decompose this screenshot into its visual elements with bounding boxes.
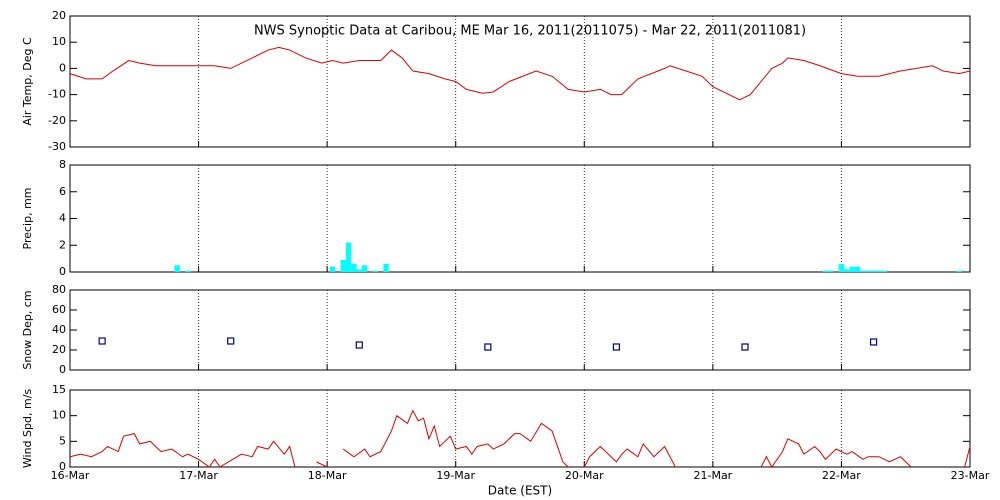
bar: [361, 265, 368, 272]
y-tick-label: -30: [48, 140, 66, 153]
x-tick-label: 19-Mar: [436, 469, 475, 482]
y-tick-label: 5: [59, 434, 66, 447]
bar: [185, 270, 191, 272]
y-tick-label: 2: [59, 238, 66, 251]
bar: [822, 270, 829, 272]
bar: [174, 265, 180, 272]
x-tick-label: 22-Mar: [822, 469, 861, 482]
y-tick-label: 80: [52, 283, 66, 296]
y-axis-label: Air Temp, Deg C: [21, 37, 34, 126]
chart-title: NWS Synoptic Data at Caribou, ME Mar 16,…: [254, 24, 806, 39]
y-tick-label: 4: [59, 212, 66, 225]
x-tick-label: 23-Mar: [951, 469, 990, 482]
marker: [355, 341, 363, 349]
y-tick-label: 8: [59, 158, 66, 171]
bar: [356, 269, 362, 272]
marker: [227, 337, 235, 345]
y-tick-label: -20: [48, 114, 66, 127]
bar: [329, 266, 336, 272]
bar: [860, 270, 866, 272]
y-tick-label: 60: [52, 303, 66, 316]
y-tick-label: 0: [59, 61, 66, 74]
bar: [372, 270, 379, 272]
x-tick-label: 17-Mar: [179, 469, 218, 482]
marker: [484, 343, 492, 351]
y-tick-label: 0: [59, 265, 66, 278]
y-tick-label: 6: [59, 185, 66, 198]
y-tick-label: 20: [52, 343, 66, 356]
bar: [838, 263, 845, 272]
data-line: [69, 46, 971, 101]
plot-frame: [69, 289, 971, 371]
y-axis-label: Snow Dep, cm: [21, 290, 34, 369]
plot-frame: [69, 389, 971, 468]
y-tick-label: 20: [52, 9, 66, 22]
x-tick-label: 18-Mar: [308, 469, 347, 482]
x-tick-label: 16-Mar: [51, 469, 90, 482]
y-tick-label: 40: [52, 323, 66, 336]
x-tick-label: 21-Mar: [693, 469, 732, 482]
y-tick-label: 15: [52, 383, 66, 396]
bar: [340, 259, 346, 272]
bar: [870, 270, 877, 272]
marker: [98, 337, 106, 345]
y-axis-label: Precip, mm: [21, 188, 34, 250]
y-tick-label: 0: [59, 460, 66, 473]
y-tick-label: 0: [59, 363, 66, 376]
bar: [849, 266, 855, 272]
x-axis-label: Date (EST): [488, 484, 552, 498]
x-tick-label: 20-Mar: [565, 469, 604, 482]
bar: [383, 263, 389, 272]
marker: [741, 343, 749, 351]
bar: [345, 242, 352, 272]
y-axis-label: Wind Spd, m/s: [21, 389, 34, 469]
y-tick-label: -10: [48, 88, 66, 101]
plot-frame: [69, 164, 971, 273]
data-line: [69, 409, 971, 468]
bar: [854, 266, 861, 272]
y-tick-label: 10: [52, 409, 66, 422]
plot-frame: [69, 15, 971, 148]
bar: [876, 270, 882, 272]
bar: [351, 263, 357, 272]
bar: [881, 270, 887, 272]
bar: [956, 270, 962, 272]
y-tick-label: 10: [52, 35, 66, 48]
marker: [612, 343, 621, 351]
bar: [865, 270, 871, 272]
bar: [828, 270, 834, 272]
bar: [844, 269, 850, 272]
marker: [869, 338, 878, 346]
